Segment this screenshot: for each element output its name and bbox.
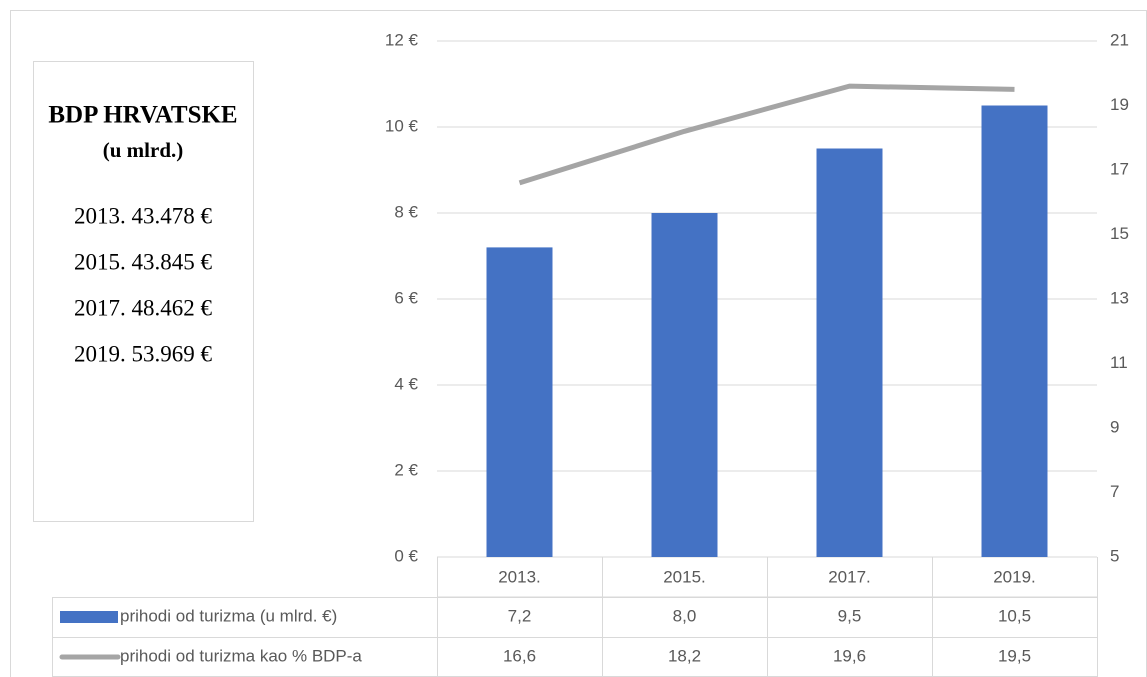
bar <box>486 247 553 557</box>
legend-swatch <box>60 611 118 623</box>
y-tick-label: 2 € <box>394 460 418 479</box>
y-tick-label: 6 € <box>394 288 418 307</box>
table-value: 16,6 <box>503 646 536 665</box>
table-value: 8,0 <box>673 606 697 625</box>
x-tick-label: 2017. <box>828 567 871 586</box>
x-tick-label: 2015. <box>663 567 706 586</box>
table-value: 18,2 <box>668 646 701 665</box>
box-line: 2015. 43.845 € <box>74 249 213 274</box>
y2-tick-label: 17 <box>1110 159 1129 178</box>
y2-tick-label: 21 <box>1110 30 1129 49</box>
y2-tick-label: 15 <box>1110 224 1129 243</box>
y2-tick-label: 19 <box>1110 95 1129 114</box>
legend-label: prihodi od turizma kao % BDP-a <box>120 646 362 665</box>
y-tick-label: 10 € <box>385 116 419 135</box>
bar <box>816 148 883 557</box>
x-tick-label: 2019. <box>993 567 1036 586</box>
box-line: 2019. 53.969 € <box>74 341 213 366</box>
table-value: 7,2 <box>508 606 532 625</box>
box-line: 2013. 43.478 € <box>74 203 213 228</box>
table-value: 9,5 <box>838 606 862 625</box>
y2-tick-label: 13 <box>1110 288 1129 307</box>
table-value: 10,5 <box>998 606 1031 625</box>
table-value: 19,5 <box>998 646 1031 665</box>
table-value: 19,6 <box>833 646 866 665</box>
y-tick-label: 8 € <box>394 202 418 221</box>
box-line: 2017. 48.462 € <box>74 295 213 320</box>
box-subtitle: (u mlrd.) <box>103 138 184 162</box>
y2-tick-label: 11 <box>1110 353 1128 372</box>
y2-tick-label: 5 <box>1110 546 1119 565</box>
line <box>518 83 1015 186</box>
bar <box>651 213 718 557</box>
y2-tick-label: 9 <box>1110 417 1119 436</box>
box-title: BDP HRVATSKE <box>48 102 237 129</box>
y-tick-label: 4 € <box>394 374 418 393</box>
x-tick-label: 2013. <box>498 567 541 586</box>
y-tick-label: 12 € <box>385 30 419 49</box>
bar <box>981 105 1048 557</box>
legend-label: prihodi od turizma (u mlrd. €) <box>120 606 337 625</box>
y-tick-label: 0 € <box>394 546 418 565</box>
y2-tick-label: 7 <box>1110 482 1119 501</box>
text-box <box>33 61 254 522</box>
